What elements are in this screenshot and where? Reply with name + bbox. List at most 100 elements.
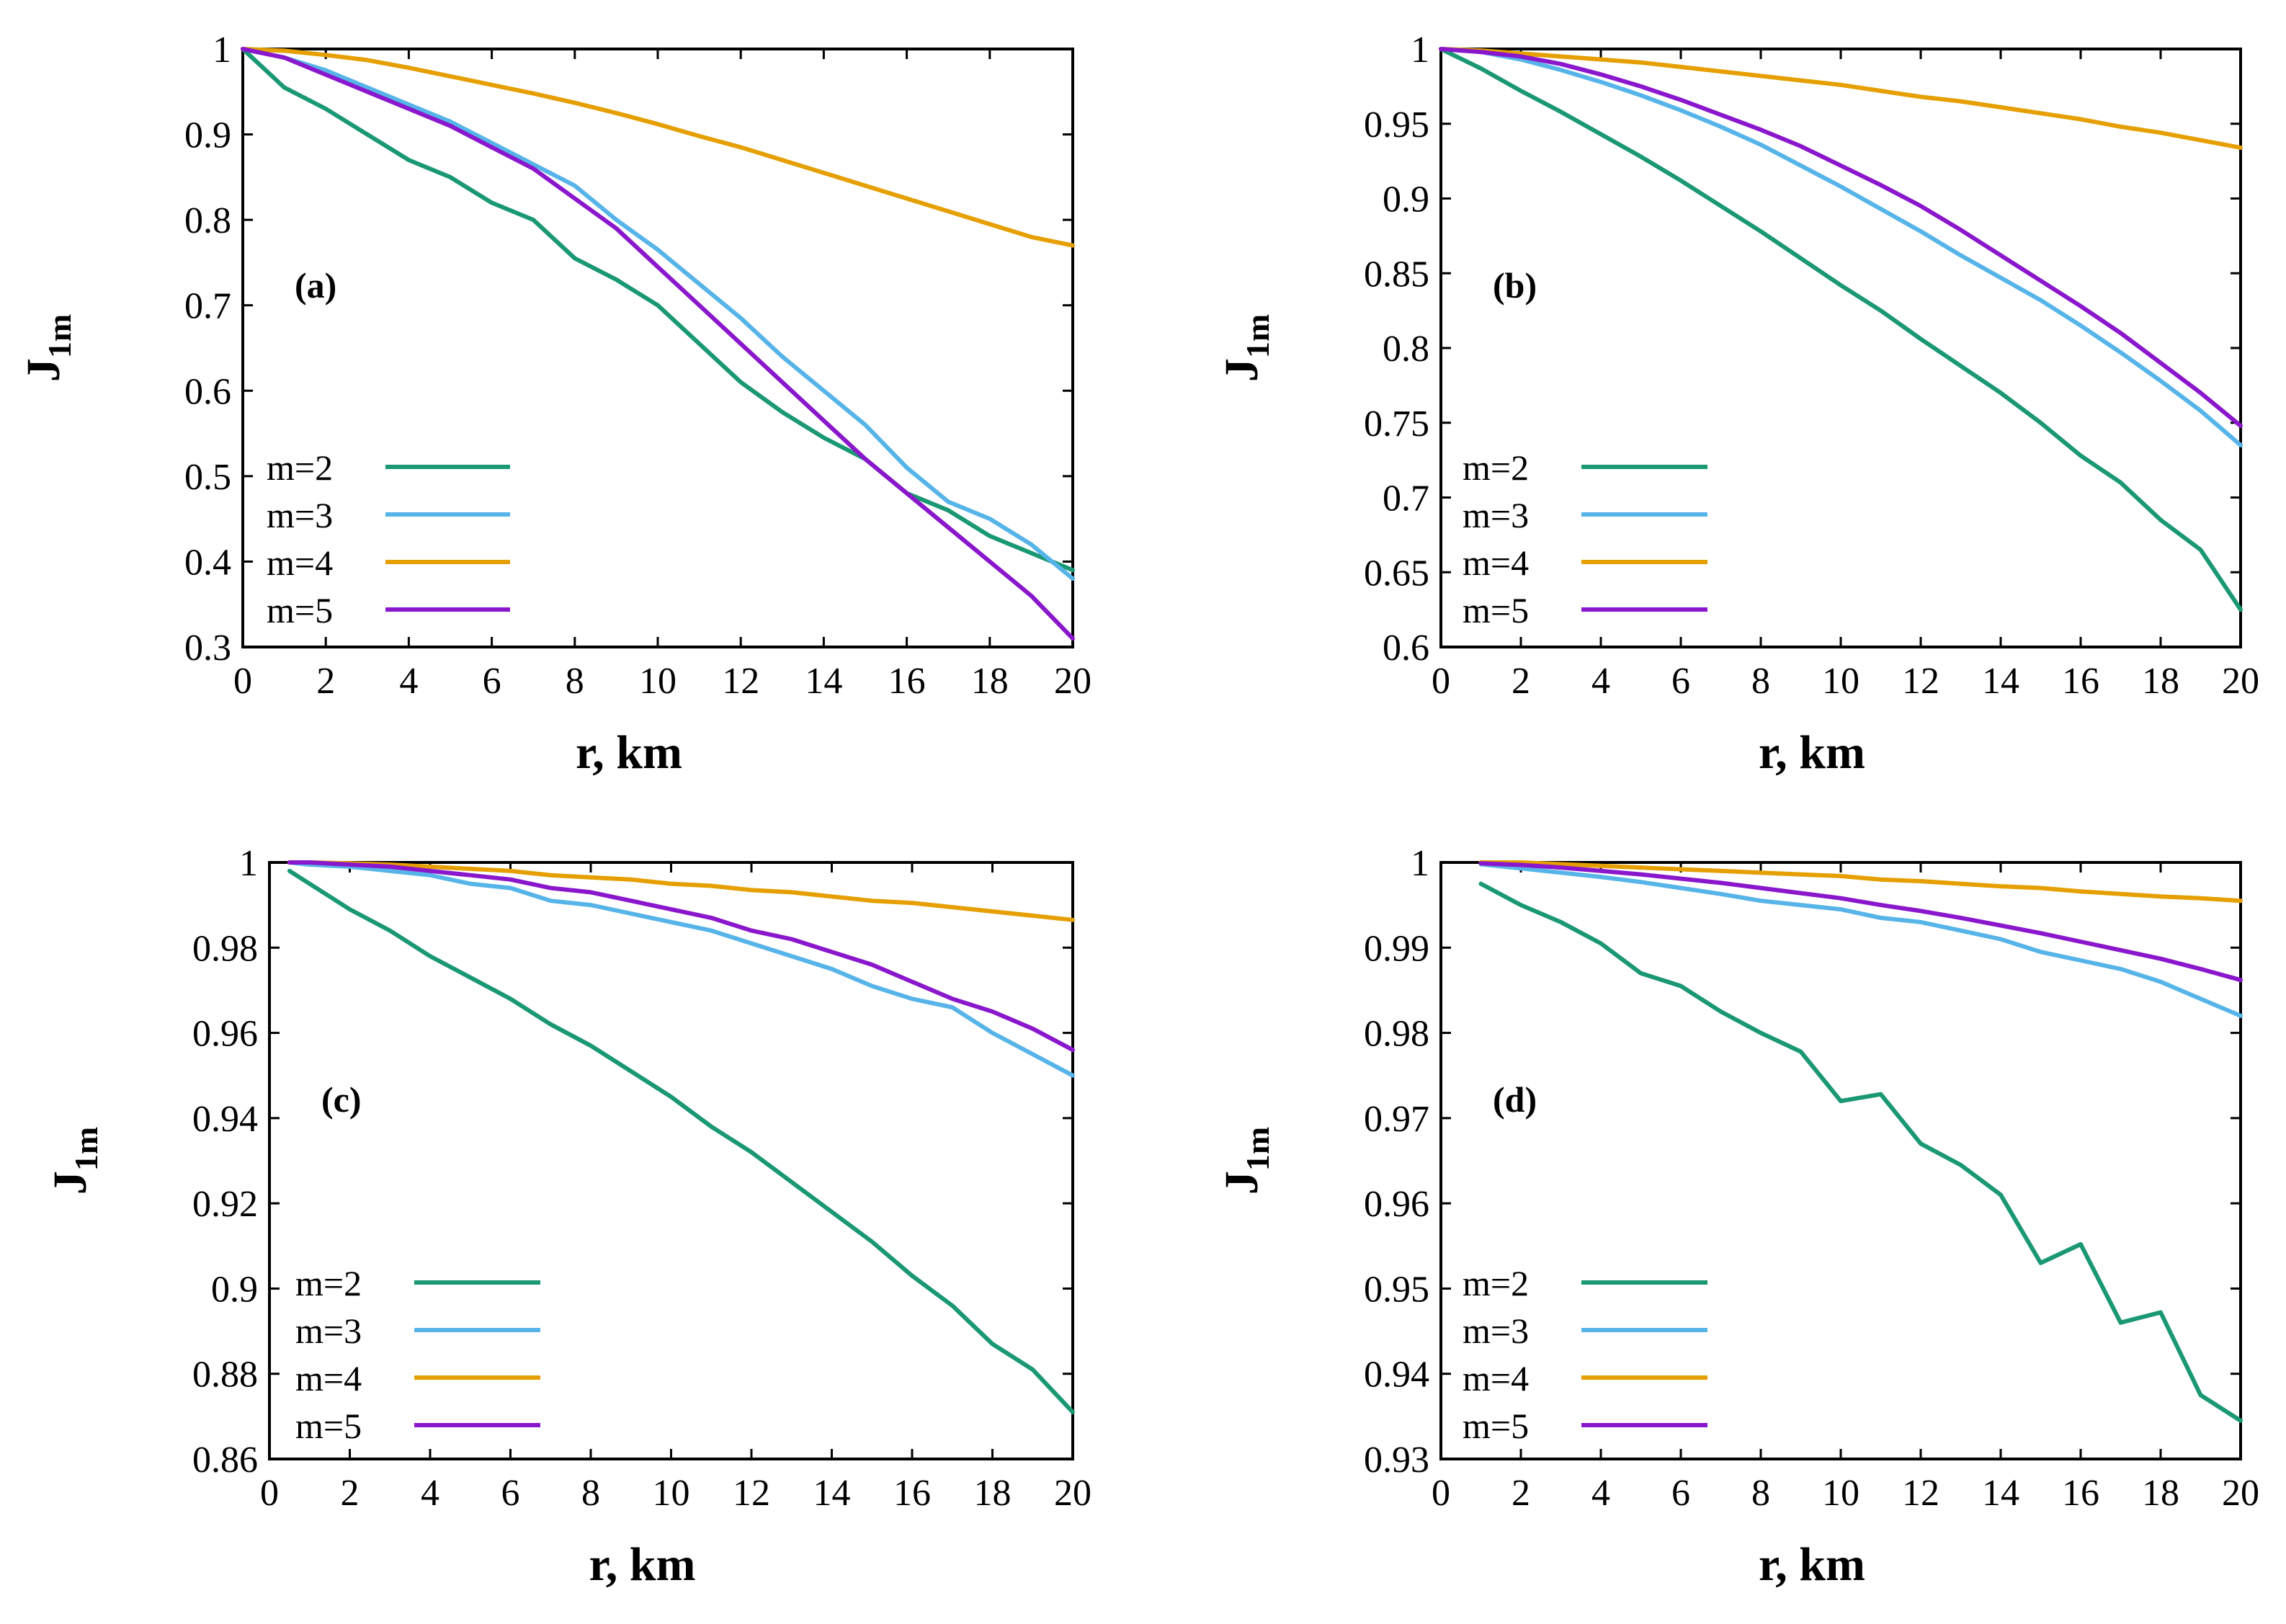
y-tick-label: 0.5 [184,457,231,498]
y-tick-label: 0.75 [1364,403,1429,445]
y-tick-label: 1 [239,843,258,884]
x-tick-label: 14 [1982,661,2019,702]
legend-label: m=2 [295,1263,362,1303]
x-tick-label: 6 [501,1473,520,1514]
chart-panel-b: 0 2 4 6 8 10 12 14 16 18 20 0.6 0.65 0.7 0.75 0.8 0.85 0.… [1215,30,2259,779]
x-tick-label: 0 [233,661,252,702]
series-line-m3 [1439,47,2243,447]
x-tick-label: 16 [2062,1473,2099,1514]
y-tick-label: 0.95 [1364,104,1429,146]
x-tick-label: 10 [1822,661,1859,702]
plot-frame [241,48,1074,648]
x-axis-title: r, km [589,1538,696,1591]
y-tick-label: 0.86 [192,1440,258,1481]
series-line-m5 [287,860,1075,1053]
legend-label: m=5 [1463,590,1529,630]
series-line-m5 [241,47,1075,641]
y-axis-title-sub: 1m [68,1127,104,1171]
y-axis-title: J1m [17,314,78,382]
series-line-m5 [1439,47,2243,428]
y-tick-label: 0.9 [184,115,231,156]
y-axis-title-main: J [17,358,70,382]
y-tick-label: 0.6 [1383,628,1429,669]
y-tick-label: 0.8 [1383,329,1429,370]
legend-label: m=4 [295,1358,362,1398]
chart-panel-a: 0 2 4 6 8 10 12 14 16 18 20 0.3 0.4 0.5 0.6 0.7 0.8 0.9 1 r… [17,30,1091,779]
x-tick-label: 2 [1512,661,1530,702]
legend-label: m=3 [295,1311,362,1351]
x-axis-title: r, km [1759,1538,1865,1591]
y-tick-label: 0.7 [1383,478,1429,519]
series-line-m4 [241,47,1075,248]
x-tick-label: 14 [805,661,842,702]
y-tick-label: 1 [1411,843,1429,884]
chart-panel-d: 0 2 4 6 8 10 12 14 16 18 20 0.93 0.94 0.95 0.96 0.97 0.9… [1215,843,2259,1591]
legend-label: m=2 [267,447,333,488]
series-line-m3 [1478,862,2243,1018]
series-line-m2 [241,47,1075,573]
x-tick-label: 2 [341,1473,360,1514]
x-tick-label: 8 [581,1473,600,1514]
x-tick-label: 20 [1054,1473,1091,1514]
x-tick-label: 0 [260,1473,279,1514]
legend-label: m=5 [295,1406,362,1446]
x-tick-label: 2 [316,661,335,702]
y-axis-title-main: J [44,1171,97,1195]
panel-tag: (a) [295,265,336,305]
y-tick-label: 0.98 [192,928,258,969]
legend-label: m=4 [1463,1358,1529,1398]
series-line-m4 [1478,860,2243,904]
x-tick-label: 14 [1982,1473,2019,1514]
x-tick-label: 6 [1671,1473,1690,1514]
x-axis-title: r, km [576,726,682,779]
x-tick-label: 12 [722,661,759,702]
legend-label: m=5 [1463,1406,1529,1446]
series-line-m3 [241,47,1075,581]
series-line-m5 [1478,861,2243,983]
chart-panel-c: 0 2 4 6 8 10 12 14 16 18 20 0.86 0.88 0.9 0.92 0.94 0.96… [44,843,1091,1591]
x-tick-label: 12 [733,1473,770,1514]
x-tick-label: 14 [813,1473,851,1514]
series-line-m4 [1439,47,2243,150]
series-line-m4 [287,860,1075,922]
legend-label: m=3 [267,495,333,535]
y-tick-label: 1 [1411,30,1429,71]
legend-label: m=2 [1463,1263,1529,1303]
y-tick-label: 0.88 [192,1355,258,1396]
y-tick-label: 0.96 [1364,1184,1429,1225]
x-tick-label: 10 [1822,1473,1859,1514]
y-tick-label: 0.99 [1364,928,1429,969]
x-tick-label: 16 [888,661,926,702]
y-axis-title: J1m [1215,314,1276,382]
series-line-m2 [1478,881,2243,1423]
plot-frame [1439,48,2242,648]
x-tick-label: 8 [1751,661,1770,702]
y-tick-label: 0.9 [1383,179,1429,220]
legend-label: m=3 [1463,495,1529,535]
legend-label: m=2 [1463,447,1529,488]
x-tick-label: 0 [1432,661,1450,702]
x-tick-label: 0 [1432,1473,1450,1514]
y-axis-title-main: J [1215,358,1268,382]
x-axis-title: r, km [1759,726,1865,779]
y-axis-title: J1m [44,1127,104,1195]
legend-label: m=4 [267,543,333,583]
series-line-m2 [1439,47,2243,612]
legend-label: m=4 [1463,543,1529,583]
panel-tag: (b) [1493,265,1537,305]
y-tick-label: 0.96 [192,1014,258,1055]
x-tick-label: 8 [1751,1473,1770,1514]
x-tick-label: 6 [483,661,501,702]
y-tick-label: 0.92 [192,1184,258,1225]
x-tick-label: 18 [974,1473,1012,1514]
y-axis-title-main: J [1215,1171,1268,1195]
y-axis-title: J1m [1215,1127,1276,1195]
x-tick-label: 20 [1054,661,1091,702]
x-tick-label: 16 [893,1473,931,1514]
y-tick-label: 0.65 [1364,553,1429,594]
x-tick-label: 4 [1591,1473,1610,1514]
y-tick-label: 0.94 [1364,1355,1429,1396]
plot-frame [268,861,1074,1460]
y-tick-label: 0.85 [1364,254,1429,295]
